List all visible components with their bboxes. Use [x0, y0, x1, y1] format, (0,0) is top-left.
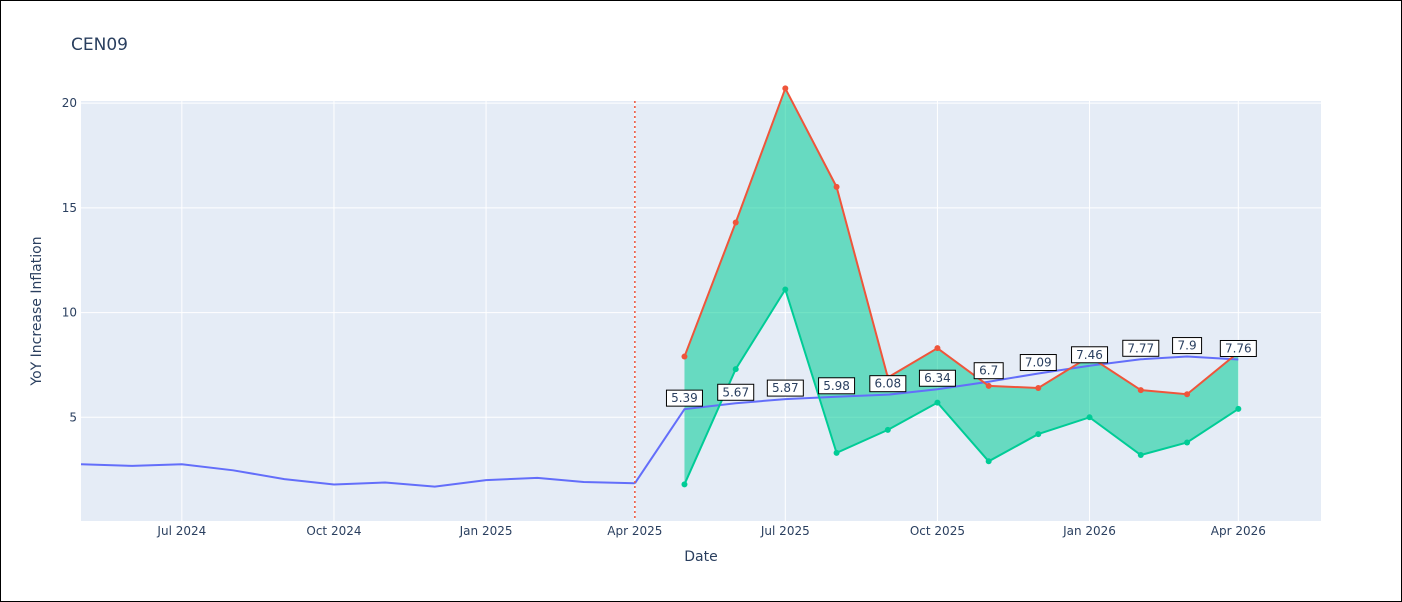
data-label-box — [1219, 339, 1257, 357]
series-lines — [80, 85, 1239, 488]
data-label-box — [665, 389, 703, 407]
data-label: 7.76 — [1219, 339, 1257, 357]
lower-bound-point — [884, 426, 891, 433]
upper-bound-point — [1184, 391, 1191, 398]
data-label-text: 7.09 — [1025, 356, 1052, 370]
y-tick-label: 10 — [62, 306, 77, 320]
x-tick-label: Oct 2024 — [306, 524, 361, 538]
data-label-text: 7.46 — [1076, 348, 1103, 362]
data-label-box — [918, 369, 956, 387]
data-label-text: 6.34 — [924, 371, 951, 385]
data-label: 7.09 — [1019, 354, 1057, 372]
data-label-box — [973, 362, 1004, 380]
x-axis-title: Date — [684, 549, 717, 565]
lower-bound-point — [782, 286, 789, 293]
y-axis-ticks: 5 10 15 20 — [62, 96, 77, 424]
lower-bound-point — [833, 449, 840, 456]
data-label-box — [717, 383, 755, 401]
data-label-text: 7.77 — [1127, 341, 1154, 355]
data-label-box — [1172, 337, 1203, 355]
lower-bound-point — [1086, 414, 1093, 421]
lower-bound-point — [1235, 405, 1242, 412]
data-label-box — [1122, 339, 1160, 357]
data-label-box — [818, 377, 856, 395]
data-label-text: 5.98 — [823, 379, 850, 393]
x-tick-label: Jan 2025 — [459, 524, 513, 538]
data-label-box — [1071, 346, 1109, 364]
data-labels: 5.39 5.67 5.87 5.98 6.08 6.34 6.7 7.09 7.46 7.77 7… — [665, 337, 1257, 407]
data-label-box — [766, 379, 804, 397]
y-tick-label: 20 — [62, 96, 77, 110]
data-label-box — [1019, 354, 1057, 372]
data-label-text: 6.7 — [979, 364, 998, 378]
upper-bound-point — [934, 345, 941, 352]
data-label: 5.39 — [665, 389, 703, 407]
x-tick-label: Jan 2026 — [1062, 524, 1116, 538]
upper-bound-point — [732, 219, 739, 226]
chart-title: CEN09 — [71, 35, 128, 55]
upper-bound-point — [681, 353, 688, 360]
upper-bound-point — [985, 382, 992, 389]
x-tick-label: Oct 2025 — [910, 524, 965, 538]
lower-bound-point — [1184, 439, 1191, 446]
history-line — [80, 463, 635, 488]
data-label-box — [869, 375, 907, 393]
upper-bound-point — [1035, 384, 1042, 391]
upper-bound-line — [683, 85, 1239, 396]
data-label: 7.9 — [1172, 337, 1203, 355]
x-tick-label: Apr 2026 — [1211, 524, 1266, 538]
lower-bound-point — [1035, 431, 1042, 438]
lower-bound-point — [681, 481, 688, 488]
y-tick-label: 15 — [62, 201, 77, 215]
y-tick-label: 5 — [69, 410, 77, 424]
data-label: 7.46 — [1071, 346, 1109, 364]
data-label: 6.08 — [869, 375, 907, 393]
data-label-text: 6.08 — [874, 377, 901, 391]
x-tick-label: Jul 2025 — [760, 524, 810, 538]
data-label-text: 7.9 — [1178, 339, 1197, 353]
lower-bound-point — [732, 366, 739, 373]
upper-bound-point — [782, 85, 789, 92]
y-axis-title: YoY Increase Inflation — [29, 236, 45, 386]
x-axis-ticks: Jul 2024 Oct 2024 Jan 2025 Apr 2025 Jul 2025… — [156, 524, 1265, 538]
upper-bound-point — [833, 183, 840, 190]
data-label-text: 5.67 — [722, 385, 749, 399]
x-tick-label: Apr 2025 — [607, 524, 662, 538]
data-label: 6.7 — [973, 362, 1004, 380]
data-label-text: 7.76 — [1225, 341, 1252, 355]
lower-bound-line — [683, 287, 1239, 485]
data-label: 6.34 — [918, 369, 956, 387]
upper-bound-point — [1137, 387, 1144, 394]
data-label: 7.77 — [1122, 339, 1160, 357]
forecast-line — [634, 355, 1239, 484]
data-label-text: 5.87 — [772, 381, 799, 395]
lower-bound-point — [985, 458, 992, 465]
data-label: 5.67 — [717, 383, 755, 401]
data-label: 5.87 — [766, 379, 804, 397]
lower-bound-point — [1137, 452, 1144, 459]
data-label: 5.98 — [818, 377, 856, 395]
x-tick-label: Jul 2024 — [156, 524, 206, 538]
lower-bound-point — [934, 399, 941, 406]
data-label-text: 5.39 — [671, 391, 698, 405]
